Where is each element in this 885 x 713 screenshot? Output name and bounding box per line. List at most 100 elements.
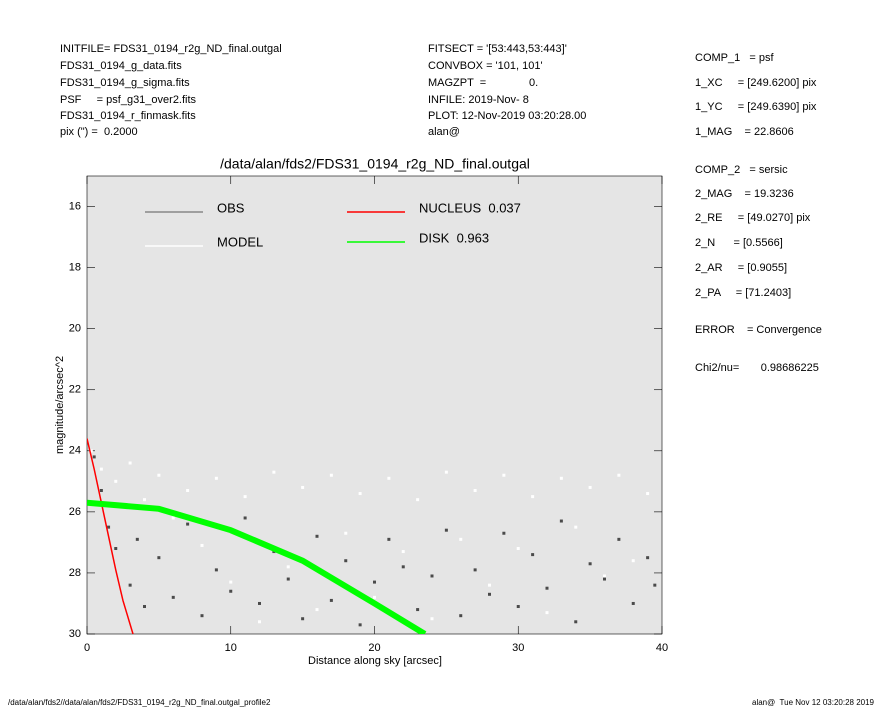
- plot-content: [87, 438, 657, 634]
- data-point: [516, 547, 520, 551]
- data-point: [143, 605, 146, 609]
- data-point: [272, 470, 276, 474]
- x-tick-label: 30: [512, 642, 524, 654]
- data-point: [373, 595, 376, 599]
- data-point: [89, 449, 93, 453]
- data-point: [430, 574, 434, 578]
- data-point: [603, 574, 606, 578]
- y-tick-label: 26: [69, 506, 81, 518]
- data-point: [186, 488, 190, 492]
- data-point: [653, 583, 657, 587]
- data-point: [286, 565, 290, 569]
- data-point: [430, 617, 434, 621]
- data-point: [344, 531, 348, 535]
- data-point: [229, 580, 233, 584]
- data-point: [128, 461, 132, 465]
- data-point: [258, 601, 261, 605]
- legend-label: MODEL: [217, 234, 263, 249]
- data-point: [574, 620, 578, 624]
- info-right: 1_XC = [249.6200] pix: [695, 77, 817, 89]
- data-point: [459, 537, 463, 541]
- data-point: [214, 476, 218, 480]
- legend-label: OBS: [217, 200, 245, 215]
- data-point: [92, 455, 96, 459]
- plot-area: [86, 175, 663, 635]
- model-curve: [87, 438, 134, 634]
- x-tick-label: 40: [656, 642, 668, 654]
- info-middle: alan@: [428, 126, 460, 138]
- y-tick-label: 20: [69, 323, 81, 335]
- data-point: [617, 473, 621, 477]
- info-left: FDS31_0194_g_sigma.fits: [60, 77, 190, 89]
- data-point: [229, 589, 233, 593]
- data-point: [617, 537, 621, 541]
- data-point: [344, 559, 348, 563]
- info-middle: PLOT: 12-Nov-2019 03:20:28.00: [428, 110, 586, 122]
- data-point: [135, 537, 139, 541]
- data-point: [373, 580, 376, 584]
- data-point: [502, 531, 506, 535]
- info-middle: FITSECT = '[53:443,53:443]': [428, 43, 567, 55]
- info-right: ERROR = Convergence: [695, 324, 822, 336]
- data-point: [99, 488, 103, 492]
- data-point: [387, 476, 391, 480]
- data-point: [128, 583, 132, 587]
- data-point: [315, 534, 319, 538]
- x-tick-label: 20: [368, 642, 380, 654]
- data-point: [214, 568, 218, 572]
- data-point: [559, 476, 563, 480]
- data-point: [186, 522, 190, 526]
- data-point: [143, 498, 146, 502]
- data-point: [99, 467, 103, 471]
- data-point: [631, 559, 635, 563]
- info-right: 2_MAG = 19.3236: [695, 188, 794, 200]
- data-point: [444, 528, 448, 532]
- data-point: [488, 583, 491, 587]
- data-point: [243, 516, 247, 520]
- info-left: FDS31_0194_r_finmask.fits: [60, 110, 196, 122]
- data-point: [646, 556, 650, 560]
- x-tick-label: 10: [225, 642, 237, 654]
- info-right: Chi2/nu= 0.98686225: [695, 362, 819, 374]
- info-right: COMP_2 = sersic: [695, 164, 788, 176]
- info-left: INITFILE= FDS31_0194_r2g_ND_final.outgal: [60, 43, 282, 55]
- data-point: [114, 547, 118, 551]
- data-point: [286, 577, 290, 581]
- x-axis-label: Distance along sky [arcsec]: [308, 655, 442, 667]
- data-point: [459, 614, 463, 618]
- data-point: [401, 550, 405, 554]
- data-point: [157, 473, 161, 477]
- data-point: [329, 598, 333, 602]
- info-middle: INFILE: 2019-Nov- 8: [428, 94, 529, 106]
- info-left: PSF = psf_g31_over2.fits: [60, 94, 197, 106]
- data-point: [315, 608, 319, 612]
- data-point: [588, 562, 592, 566]
- y-tick-label: 22: [69, 384, 81, 396]
- data-point: [545, 611, 549, 615]
- info-right: 2_N = [0.5566]: [695, 237, 783, 249]
- info-right: 1_MAG = 22.8606: [695, 126, 794, 138]
- data-point: [358, 492, 362, 496]
- info-middle: MAGZPT = 0.: [428, 77, 538, 89]
- data-point: [473, 488, 477, 492]
- data-point: [416, 608, 420, 612]
- data-point: [200, 614, 204, 618]
- data-point: [171, 516, 175, 520]
- info-right: 1_YC = [249.6390] pix: [695, 101, 817, 113]
- y-tick-label: 24: [69, 445, 81, 457]
- model-curve: [87, 499, 427, 634]
- info-right: 2_PA = [71.2403]: [695, 287, 791, 299]
- data-point: [473, 568, 477, 572]
- info-left: FDS31_0194_g_data.fits: [60, 60, 182, 72]
- data-point: [516, 605, 520, 609]
- data-point: [258, 620, 261, 624]
- data-point: [200, 543, 204, 547]
- data-point: [488, 592, 491, 596]
- data-point: [114, 479, 118, 483]
- info-right: COMP_1 = psf: [695, 52, 775, 64]
- legend-label: NUCLEUS 0.037: [419, 200, 521, 215]
- y-tick-label: 16: [69, 200, 81, 212]
- legend-label: DISK 0.963: [419, 230, 489, 245]
- data-point: [603, 577, 606, 581]
